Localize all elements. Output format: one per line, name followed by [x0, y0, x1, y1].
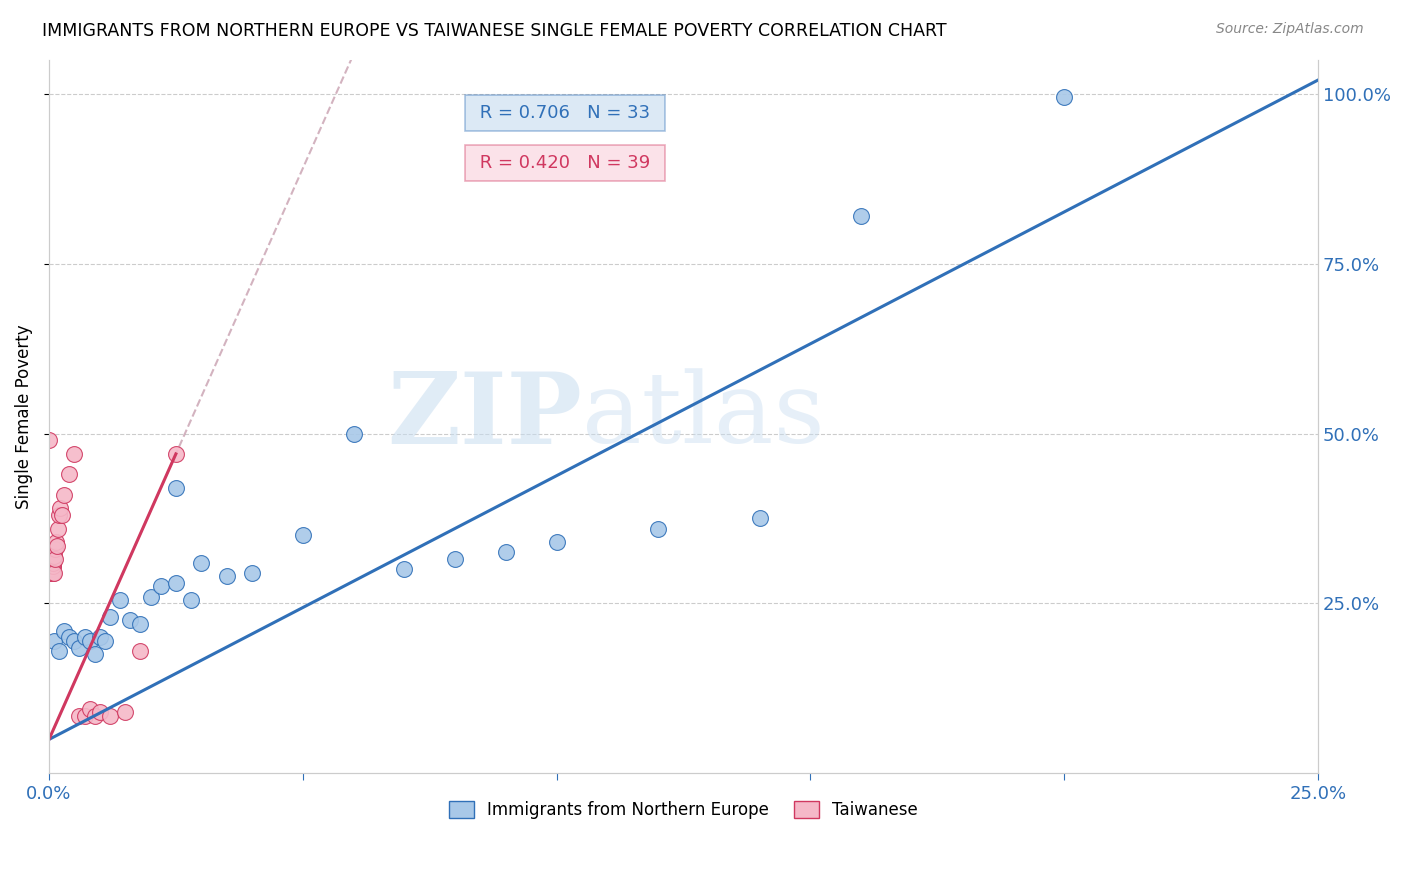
- Point: [38, 566, 60, 580]
- Point: [851, 209, 873, 223]
- Point: [67, 708, 90, 723]
- Text: R = 0.706   N = 33: R = 0.706 N = 33: [474, 104, 657, 122]
- Text: R = 0.420   N = 39: R = 0.420 N = 39: [474, 154, 657, 172]
- Point: [41, 556, 63, 570]
- Point: [39, 562, 62, 576]
- Point: [38, 434, 60, 448]
- Point: [42, 559, 65, 574]
- Point: [63, 447, 86, 461]
- Point: [89, 631, 111, 645]
- Point: [149, 579, 172, 593]
- Point: [240, 566, 263, 580]
- Point: [49, 501, 72, 516]
- Point: [42, 566, 65, 580]
- Point: [79, 633, 101, 648]
- Point: [165, 576, 187, 591]
- Point: [495, 545, 517, 559]
- Point: [73, 631, 96, 645]
- Point: [58, 631, 80, 645]
- Point: [342, 426, 364, 441]
- Point: [1053, 90, 1076, 104]
- Point: [58, 467, 80, 482]
- Point: [42, 566, 65, 580]
- Point: [51, 508, 73, 522]
- Point: [180, 593, 202, 607]
- Point: [41, 559, 63, 574]
- Point: [45, 535, 67, 549]
- Point: [108, 593, 131, 607]
- Point: [215, 569, 238, 583]
- Point: [38, 556, 60, 570]
- Point: [129, 644, 152, 658]
- Point: [114, 705, 136, 719]
- Text: IMMIGRANTS FROM NORTHERN EUROPE VS TAIWANESE SINGLE FEMALE POVERTY CORRELATION C: IMMIGRANTS FROM NORTHERN EUROPE VS TAIWA…: [42, 22, 946, 40]
- Point: [73, 708, 96, 723]
- Point: [53, 624, 76, 638]
- Text: ZIP: ZIP: [387, 368, 582, 465]
- Point: [98, 610, 121, 624]
- Text: Source: ZipAtlas.com: Source: ZipAtlas.com: [1216, 22, 1364, 37]
- Point: [48, 508, 70, 522]
- Point: [444, 552, 467, 566]
- Point: [165, 481, 187, 495]
- Point: [41, 562, 63, 576]
- Point: [39, 549, 62, 563]
- Point: [546, 535, 568, 549]
- Point: [291, 528, 314, 542]
- Point: [165, 447, 187, 461]
- Point: [79, 702, 101, 716]
- Point: [41, 556, 63, 570]
- Point: [98, 708, 121, 723]
- Point: [139, 590, 162, 604]
- Point: [42, 556, 65, 570]
- Point: [44, 552, 66, 566]
- Point: [94, 633, 117, 648]
- Point: [129, 616, 152, 631]
- Point: [394, 562, 416, 576]
- Point: [748, 511, 770, 525]
- Point: [38, 559, 60, 574]
- Point: [83, 648, 105, 662]
- Point: [44, 542, 66, 557]
- Point: [39, 566, 62, 580]
- Legend: Immigrants from Northern Europe, Taiwanese: Immigrants from Northern Europe, Taiwane…: [443, 794, 925, 826]
- Point: [83, 708, 105, 723]
- Y-axis label: Single Female Poverty: Single Female Poverty: [15, 324, 32, 508]
- Point: [89, 705, 111, 719]
- Point: [39, 556, 62, 570]
- Point: [63, 633, 86, 648]
- Point: [42, 633, 65, 648]
- Point: [190, 556, 212, 570]
- Point: [42, 549, 65, 563]
- Point: [39, 552, 62, 566]
- Point: [53, 488, 76, 502]
- Text: atlas: atlas: [582, 368, 825, 465]
- Point: [48, 644, 70, 658]
- Point: [45, 539, 67, 553]
- Point: [120, 614, 142, 628]
- Point: [647, 522, 669, 536]
- Point: [46, 522, 69, 536]
- Point: [67, 640, 90, 655]
- Point: [39, 549, 62, 563]
- Point: [41, 566, 63, 580]
